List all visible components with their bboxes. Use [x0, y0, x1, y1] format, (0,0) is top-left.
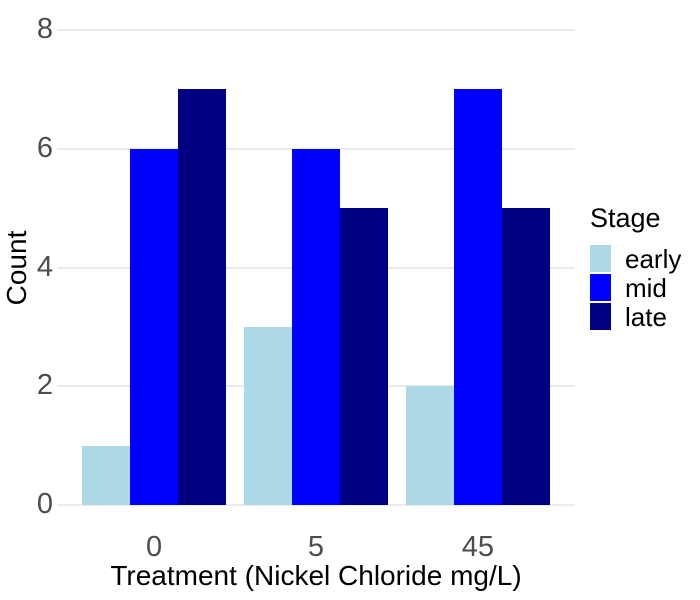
y-tick-label-8: 8	[36, 12, 53, 45]
legend-item-mid: mid	[590, 274, 681, 301]
bar-mid-x0	[130, 148, 179, 505]
legend-label-late: late	[625, 301, 667, 332]
legend-swatch-early	[590, 245, 611, 272]
bar-mid-x45	[453, 89, 502, 505]
legend-title: Stage	[590, 203, 661, 233]
y-tick-label-2: 2	[36, 369, 53, 402]
legend-label-mid: mid	[625, 272, 667, 303]
legend: Stage early mid late	[590, 205, 681, 332]
gridline-y-8	[57, 29, 575, 31]
y-tick-label-4: 4	[36, 250, 53, 283]
legend-item-late: late	[590, 303, 681, 330]
y-tick-label-6: 6	[36, 131, 53, 164]
legend-swatch-late	[590, 303, 611, 330]
legend-swatch-mid	[590, 274, 611, 301]
y-tick-label-0: 0	[36, 487, 53, 520]
bar-late-x45	[501, 208, 550, 505]
x-tick-label-45: 45	[461, 531, 495, 563]
bar-early-x5	[244, 326, 292, 505]
bar-early-x45	[405, 386, 454, 505]
x-tick-label-5: 5	[307, 531, 325, 563]
x-axis-title: Treatment (Nickel Chloride mg/L)	[110, 560, 522, 591]
bar-late-x0	[178, 89, 227, 505]
bar-mid-x5	[292, 148, 340, 505]
legend-label-early: early	[625, 243, 682, 274]
legend-item-early: early	[590, 245, 681, 272]
bar-late-x5	[340, 208, 388, 505]
legend-items: early mid late	[590, 245, 681, 330]
x-tick-label-0: 0	[146, 531, 163, 563]
bar-early-x0	[82, 445, 131, 505]
gridline-y-0	[57, 504, 575, 506]
plot-panel	[57, 29, 575, 506]
